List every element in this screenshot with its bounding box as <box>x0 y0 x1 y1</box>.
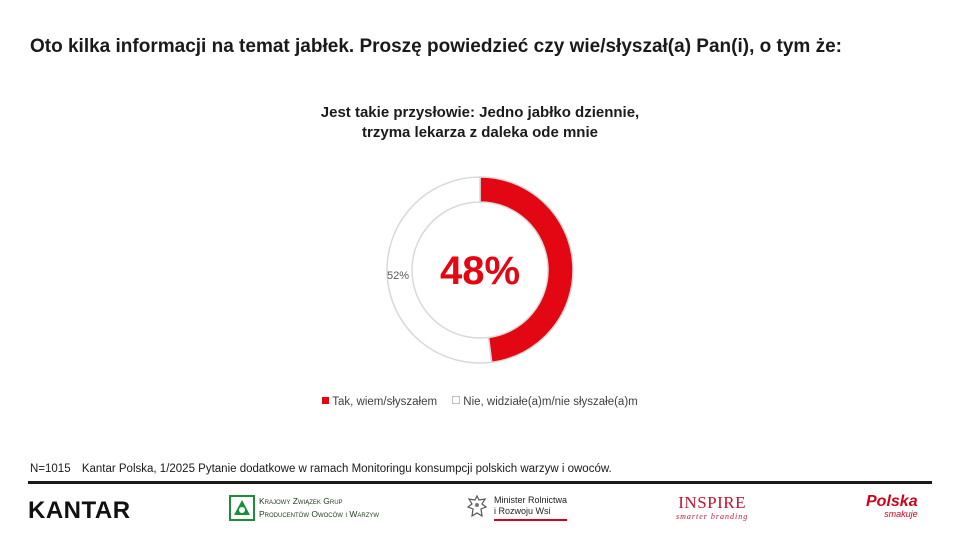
legend-swatch-yes <box>322 397 330 404</box>
ministry-line-2: i Rozwoju Wsi <box>494 506 551 516</box>
inspire-wordmark: INSPIRE <box>678 493 746 512</box>
ministry-line-1: Minister Rolnictwa <box>494 495 568 505</box>
polska-tagline: smakuje <box>884 509 918 519</box>
chart-title-line-2: trzyma lekarza z daleka ode mnie <box>362 124 598 141</box>
kantar-logo: KANTAR <box>28 497 131 524</box>
inspire-tagline: smarter branding <box>676 512 749 521</box>
donut-chart: 48% 52% <box>386 176 574 364</box>
legend-swatch-no <box>452 396 461 404</box>
sample-size: N=1015 <box>30 463 71 475</box>
legend-label-yes: Tak, wiem/słyszałem <box>332 396 438 408</box>
kzgp-emblem-icon <box>229 495 255 521</box>
kzgp-line-1: Krajowy Związek Grup <box>259 496 343 506</box>
polska-smakuje-logo: Polska smakuje <box>866 493 918 520</box>
page-heading: Oto kilka informacji na temat jabłek. Pr… <box>30 36 842 57</box>
inspire-logo: INSPIRE smarter branding <box>676 493 749 522</box>
polska-wordmark: Polska <box>866 493 918 510</box>
legend-item-no: Nie, widziałe(a)m/nie słyszałe(a)m <box>452 396 638 408</box>
donut-center-label: 48% <box>440 249 520 293</box>
data-label-no: 52% <box>387 270 409 282</box>
source-note: Kantar Polska, 1/2025 Pytanie dodatkowe … <box>81 463 612 475</box>
ministry-logo: Minister Rolnictwa i Rozwoju Wsi <box>466 494 568 522</box>
kzgp-logo: Krajowy Związek Grup Producentów Owoców … <box>229 495 379 521</box>
chart-title-line-1: Jest takie przysłowie: Jedno jabłko dzie… <box>320 104 640 121</box>
footnote: N=1015 Kantar Polska, 1/2025 Pytanie dod… <box>30 463 612 475</box>
chart-legend: Tak, wiem/słyszałem Nie, widziałe(a)m/ni… <box>0 396 960 408</box>
donut-slice-no <box>386 176 493 364</box>
donut-slice-yes <box>479 176 574 364</box>
kzgp-line-2: Producentów Owoców i Warzyw <box>259 509 380 519</box>
eagle-emblem-icon <box>466 494 488 518</box>
legend-item-yes: Tak, wiem/słyszałem <box>322 396 437 408</box>
footer-divider <box>28 481 932 484</box>
chart-title: Jest takie przysłowie: Jedno jabłko dzie… <box>0 103 960 143</box>
legend-label-no: Nie, widziałe(a)m/nie słyszałe(a)m <box>463 396 638 408</box>
